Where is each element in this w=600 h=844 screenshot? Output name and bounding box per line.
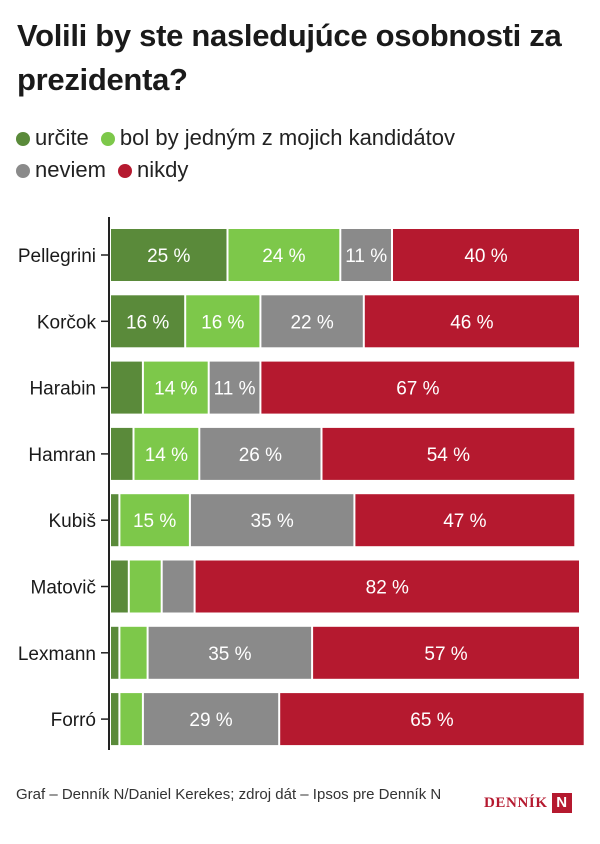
- bar-harabin-urcite: [111, 361, 142, 414]
- chart-title: Volili by ste nasledujúce osobnosti za p…: [17, 18, 562, 97]
- legend-swatch-urcite: [16, 132, 30, 146]
- brand-logo: DENNÍK N: [484, 791, 572, 815]
- legend-item-nikdy: nikdy: [118, 154, 188, 186]
- brand-text: DENNÍK: [484, 794, 548, 811]
- data-label-pellegrini-urcite: 25 %: [147, 246, 190, 267]
- legend-label-urcite: určite: [35, 125, 89, 150]
- bar-lexmann-urcite: [111, 626, 119, 679]
- bar-forro-bol_by: [120, 693, 142, 746]
- data-label-korcok-urcite: 16 %: [126, 312, 169, 333]
- data-label-lexmann-neviem: 35 %: [208, 644, 251, 665]
- bar-lexmann-bol_by: [120, 626, 147, 679]
- data-label-kubis-nikdy: 47 %: [443, 511, 486, 532]
- bar-hamran-nikdy: [322, 427, 575, 480]
- data-label-harabin-neviem: 11 %: [214, 379, 256, 400]
- data-label-korcok-bol_by: 16 %: [201, 312, 244, 333]
- legend-label-neviem: neviem: [35, 157, 106, 182]
- category-label-kubis: Kubiš: [48, 511, 96, 532]
- data-label-hamran-bol_by: 14 %: [145, 445, 188, 466]
- bar-pellegrini-bol_by: [228, 229, 340, 281]
- data-label-pellegrini-nikdy: 40 %: [464, 246, 507, 267]
- data-label-hamran-neviem: 26 %: [239, 445, 282, 466]
- bar-korcok-bol_by: [186, 295, 260, 348]
- data-label-pellegrini-bol_by: 24 %: [262, 246, 305, 267]
- bar-hamran-urcite: [111, 427, 133, 480]
- legend-label-bol-by: bol by jedným z mojich kandidátov: [119, 125, 455, 150]
- bar-pellegrini-urcite: [111, 229, 227, 281]
- legend-item-urcite: určite: [16, 122, 89, 154]
- bar-pellegrini-neviem: [341, 229, 391, 281]
- bar-forro-nikdy: [280, 693, 584, 746]
- bar-kubis-bol_by: [120, 494, 189, 547]
- bar-korcok-urcite: [111, 295, 185, 348]
- bar-harabin-neviem: [209, 361, 260, 414]
- bar-harabin-bol_by: [143, 361, 208, 414]
- bar-harabin-nikdy: [261, 361, 575, 414]
- data-label-forro-nikdy: 65 %: [410, 710, 453, 731]
- data-label-korcok-neviem: 22 %: [290, 312, 333, 333]
- bar-korcok-neviem: [261, 295, 363, 348]
- category-label-harabin: Harabin: [29, 379, 96, 400]
- category-label-forro: Forró: [51, 710, 96, 731]
- bar-matovic-nikdy: [195, 560, 579, 613]
- legend-swatch-bol-by: [100, 132, 115, 146]
- bar-forro-urcite: [111, 693, 119, 746]
- data-label-harabin-nikdy: 67 %: [396, 379, 439, 400]
- data-label-kubis-neviem: 35 %: [250, 511, 293, 532]
- bar-hamran-neviem: [200, 427, 321, 480]
- category-label-lexmann: Lexmann: [18, 644, 96, 665]
- footer-credit: Graf – Denník N/Daniel Kerekes; zdroj dá…: [16, 786, 442, 803]
- data-label-matovic-nikdy: 82 %: [366, 578, 409, 599]
- legend: určite bol by jedným z mojich kandidátov…: [16, 122, 576, 186]
- legend-swatch-neviem: [16, 164, 30, 178]
- data-label-harabin-bol_by: 14 %: [154, 379, 197, 400]
- bar-kubis-neviem: [190, 494, 354, 547]
- bar-matovic-neviem: [162, 560, 194, 613]
- category-label-korcok: Korčok: [37, 312, 97, 333]
- data-label-forro-neviem: 29 %: [189, 710, 232, 731]
- bar-matovic-bol_by: [129, 560, 161, 613]
- data-label-hamran-nikdy: 54 %: [427, 445, 470, 466]
- bar-lexmann-neviem: [148, 626, 312, 679]
- data-label-lexmann-nikdy: 57 %: [424, 644, 467, 665]
- legend-swatch-nikdy: [118, 164, 133, 178]
- stacked-bar-chart: Pellegrini 25 % 24 % 11 % 40 % Korčok 16 % 16 %…: [18, 217, 584, 750]
- data-label-pellegrini-neviem: 11 %: [345, 246, 387, 267]
- bar-korcok-nikdy: [364, 295, 579, 348]
- category-label-pellegrini: Pellegrini: [18, 246, 96, 267]
- category-label-hamran: Hamran: [28, 445, 96, 466]
- bar-forro-neviem: [143, 693, 279, 746]
- bar-kubis-nikdy: [355, 494, 575, 547]
- bar-pellegrini-nikdy: [393, 229, 579, 281]
- bar-lexmann-nikdy: [313, 626, 579, 679]
- category-label-matovic: Matovič: [31, 578, 96, 599]
- legend-label-nikdy: nikdy: [137, 157, 189, 182]
- bar-kubis-urcite: [111, 494, 119, 547]
- legend-item-bol-by: bol by jedným z mojich kandidátov: [100, 122, 455, 154]
- legend-item-neviem: neviem: [16, 154, 106, 186]
- bar-matovic-urcite: [111, 560, 128, 613]
- data-label-korcok-nikdy: 46 %: [450, 312, 493, 333]
- brand-mark: N: [551, 793, 572, 813]
- bar-hamran-bol_by: [134, 427, 199, 480]
- data-label-kubis-bol_by: 15 %: [133, 511, 176, 532]
